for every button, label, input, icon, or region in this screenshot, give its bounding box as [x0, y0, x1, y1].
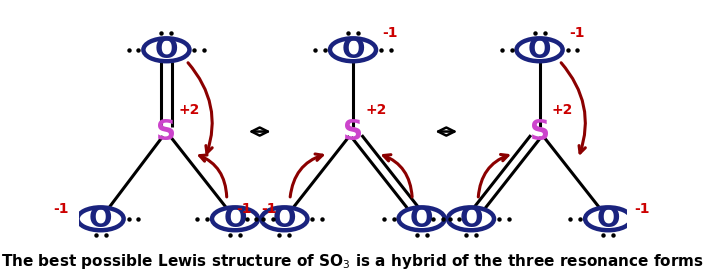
Text: O: O: [223, 205, 247, 233]
Text: O: O: [410, 205, 433, 233]
Text: -1: -1: [261, 202, 276, 216]
Text: -1: -1: [53, 202, 68, 216]
Text: O: O: [89, 205, 112, 233]
Text: -1: -1: [237, 202, 252, 216]
Text: S: S: [343, 118, 363, 145]
Text: The best possible Lewis structure of SO$_3$ is a hybrid of the three resonance f: The best possible Lewis structure of SO$…: [1, 252, 705, 271]
Text: -1: -1: [634, 202, 650, 216]
Text: S: S: [530, 118, 549, 145]
Text: +2: +2: [179, 102, 200, 116]
Text: O: O: [155, 36, 178, 64]
Text: +2: +2: [365, 102, 386, 116]
Text: S: S: [157, 118, 176, 145]
Text: -1: -1: [383, 26, 398, 40]
Text: O: O: [528, 36, 551, 64]
Text: O: O: [273, 205, 296, 233]
Text: -1: -1: [569, 26, 585, 40]
Text: O: O: [341, 36, 365, 64]
Text: O: O: [459, 205, 483, 233]
Text: +2: +2: [551, 102, 573, 116]
Text: O: O: [597, 205, 620, 233]
